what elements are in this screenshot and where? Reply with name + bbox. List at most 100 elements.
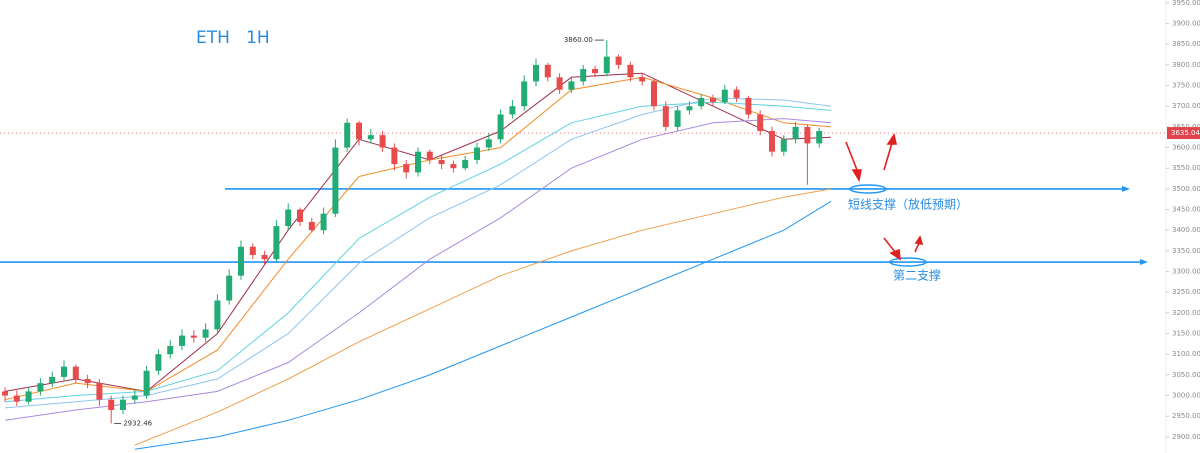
candle-body (285, 209, 292, 227)
arrow-head (851, 169, 862, 183)
y-tick-label: 2950.00 (1172, 412, 1200, 420)
candle-body (226, 275, 233, 301)
candle-body (474, 147, 480, 160)
chart-title: ETH 1H (196, 28, 270, 48)
support-arrow-head (1122, 185, 1130, 192)
candle-body (662, 106, 669, 127)
y-tick-label: 3400.00 (1172, 226, 1200, 234)
y-tick-label: 3350.00 (1172, 247, 1200, 255)
y-tick-label: 3750.00 (1172, 82, 1200, 90)
extreme-label: 2932.46 (123, 419, 152, 427)
candle-body (485, 139, 492, 148)
candle-body (651, 81, 657, 107)
y-tick-label: 3200.00 (1172, 309, 1200, 317)
y-tick-label: 3300.00 (1172, 268, 1200, 276)
candle-body (367, 135, 374, 140)
y-tick-label: 3100.00 (1172, 350, 1200, 358)
candle-body (155, 354, 162, 371)
arrow-head (889, 248, 901, 261)
arrows (845, 132, 924, 261)
candle-body (816, 131, 823, 144)
moving-average-line (134, 188, 832, 446)
candle-body (745, 97, 752, 115)
candle-body (61, 366, 67, 377)
candle-body (426, 151, 433, 160)
last-price-label: 3635.04 (1171, 129, 1200, 137)
candle-body (37, 383, 44, 392)
candle-body (96, 383, 103, 400)
y-tick-label: 3700.00 (1172, 102, 1200, 110)
candle-body (792, 126, 799, 140)
candle-body (804, 126, 811, 144)
candle-body (261, 255, 268, 260)
candle-body (580, 69, 587, 82)
y-tick-label: 3900.00 (1172, 20, 1200, 28)
last-price-tag (1167, 127, 1200, 140)
candle-body (450, 164, 457, 169)
arrow (845, 141, 858, 171)
candle-body (521, 81, 528, 107)
candle-body (320, 213, 327, 231)
candle-body (627, 64, 634, 78)
candle-body (615, 56, 622, 65)
y-tick-label: 3250.00 (1172, 288, 1200, 296)
arrow (883, 237, 896, 253)
candle-body (769, 131, 775, 152)
candle-body (462, 159, 469, 169)
candle-body (167, 345, 174, 355)
candle-body (698, 97, 705, 107)
candle-body (72, 366, 79, 380)
candle-body (249, 246, 256, 256)
candle-body (179, 335, 185, 346)
candle-body (25, 391, 32, 402)
candle-body (780, 139, 787, 152)
moving-average-line (4, 118, 832, 421)
y-tick-label: 2900.00 (1172, 433, 1200, 441)
candle-body (403, 164, 410, 173)
candle-body (2, 391, 8, 396)
candle-body (13, 395, 20, 402)
y-tick-label: 3800.00 (1172, 61, 1200, 69)
y-tick-label: 3850.00 (1172, 40, 1200, 48)
candle-body (84, 379, 91, 384)
candle-body (733, 89, 740, 98)
support-arrow-head (1140, 259, 1148, 266)
candle-body (721, 89, 728, 103)
y-tick-label: 3150.00 (1172, 330, 1200, 338)
y-tick-label: 3050.00 (1172, 371, 1200, 379)
candle-body (533, 64, 539, 82)
candle-body (556, 77, 563, 90)
arrow-head (886, 132, 897, 145)
candle-body (710, 97, 716, 103)
candle-body (214, 300, 221, 330)
candle-body (544, 64, 551, 78)
candle-body (131, 395, 138, 400)
candle-body (438, 159, 445, 165)
candle-body (686, 106, 693, 111)
candle-body (379, 135, 386, 148)
candle-body (497, 114, 504, 140)
candle-body (639, 77, 646, 82)
candle-body (108, 399, 115, 411)
candle-body (391, 147, 398, 165)
candle-body (415, 151, 421, 173)
candle-body (757, 114, 764, 132)
candle-body (356, 122, 362, 140)
candle-body (297, 209, 303, 222)
y-tick-label: 3600.00 (1172, 144, 1200, 152)
candle-body (202, 329, 209, 338)
candle-body (49, 376, 56, 384)
candle-body (592, 69, 598, 74)
moving-average-line (134, 200, 832, 450)
arrow (914, 242, 920, 253)
extreme-label: 3860.00 (564, 36, 593, 44)
arrow (883, 142, 893, 171)
candle-body (344, 122, 351, 148)
candle-body (238, 246, 244, 276)
y-tick-label: 3650.00 (1172, 123, 1200, 131)
candle-body (143, 370, 150, 396)
candle-body (674, 110, 681, 127)
candle-body (509, 106, 516, 115)
